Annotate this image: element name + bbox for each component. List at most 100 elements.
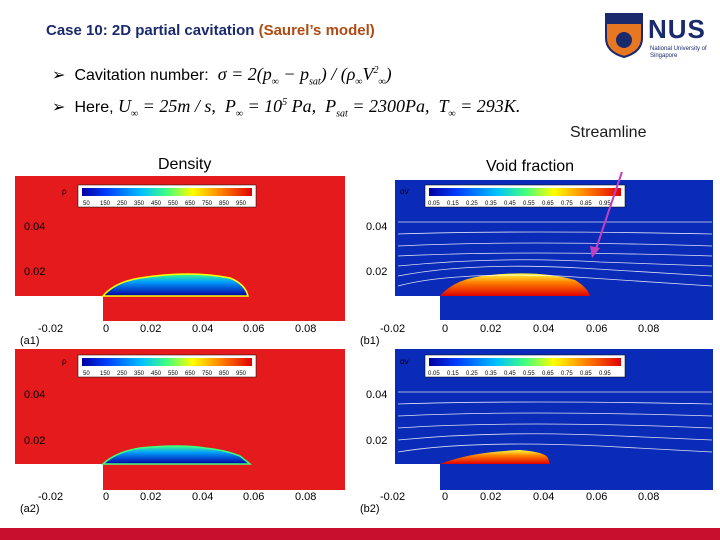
x-tick: 0.02 (480, 323, 501, 335)
y-tick: 0.02 (24, 435, 45, 447)
arrow-bullet-icon: ➢ (52, 99, 66, 116)
void-fraction-label: Void fraction (486, 158, 575, 175)
x-tick: 0.06 (243, 323, 264, 335)
cavitation-plots: ρ 50 150 250 350 450 550 650 750 850 950… (15, 172, 713, 515)
void-symbol: αv (400, 187, 409, 196)
cavity-region (440, 450, 550, 464)
nus-crest-icon (605, 13, 643, 58)
x-tick: 0.02 (480, 491, 501, 503)
legend-value: 50 (83, 201, 90, 207)
legend-value: 450 (151, 201, 162, 207)
legend-value: 0.75 (561, 371, 573, 377)
x-tick: 0.02 (140, 491, 161, 503)
legend-value: 0.75 (561, 201, 573, 207)
x-tick: 0.08 (295, 491, 316, 503)
x-tick: 0.08 (295, 323, 316, 335)
cavity-region (101, 273, 249, 297)
arrow-head-icon (590, 246, 600, 258)
legend-value: 750 (202, 371, 213, 377)
cavity-region (101, 445, 253, 465)
x-tick: 0.06 (586, 491, 607, 503)
legend-value: 0.95 (599, 201, 611, 207)
y-tick: 0.04 (24, 389, 45, 401)
streamline-arrow (590, 172, 623, 258)
streamline-label: Streamline (570, 124, 647, 141)
legend-value: 550 (168, 201, 179, 207)
legend-value: 250 (117, 201, 128, 207)
legend-value: 0.45 (504, 371, 516, 377)
step-wall (395, 464, 440, 490)
x-tick: 0.04 (192, 323, 213, 335)
streamlines (397, 391, 713, 453)
arrow-line (594, 172, 623, 253)
panel-label: (b2) (360, 503, 380, 515)
legend-value: 0.25 (466, 371, 478, 377)
x-tick: 0.06 (586, 323, 607, 335)
x-tick: 0 (442, 323, 448, 335)
density-colorbar (82, 188, 252, 196)
legend-value: 0.55 (523, 371, 535, 377)
title-prefix: Case 10: 2D partial cavitation (46, 22, 259, 39)
y-tick: 0.04 (24, 221, 45, 233)
a1-axis-labels: 0.04 0.02 -0.02 0 0.02 0.04 0.06 0.08 (a… (20, 221, 316, 347)
panel-a2: ρ 50 150 250 350 450 550 650 750 850 950… (15, 349, 345, 515)
panel-b1: αv 0.05 0.15 0.25 0.35 0.45 0.55 0.65 0.… (360, 180, 713, 347)
density-symbol: ρ (62, 187, 67, 196)
panel-b2: αv 0.05 0.15 0.25 0.35 0.45 0.55 0.65 0.… (360, 349, 713, 515)
x-tick: 0 (442, 491, 448, 503)
legend-value: 850 (219, 371, 230, 377)
x-tick: 0.06 (243, 491, 264, 503)
legend-value: 650 (185, 201, 196, 207)
void-colorbar (429, 188, 621, 196)
legend-value: 0.35 (485, 201, 497, 207)
b1-axis-labels: 0.04 0.02 -0.02 0 0.02 0.04 0.06 0.08 (b… (360, 221, 659, 347)
legend-value: 0.25 (466, 201, 478, 207)
bottom-bar (0, 528, 720, 540)
legend-value: 350 (134, 371, 145, 377)
x-tick: 0.04 (533, 491, 554, 503)
legend-value: 450 (151, 371, 162, 377)
panel-label: (a2) (20, 503, 40, 515)
y-tick: 0.02 (366, 435, 387, 447)
logo-name: NUS (648, 14, 706, 44)
legend-value: 650 (185, 371, 196, 377)
a2-axis-labels: 0.04 0.02 -0.02 0 0.02 0.04 0.06 0.08 (a… (20, 389, 316, 515)
arrow-bullet-icon: ➢ (52, 67, 66, 84)
density-colorbar (82, 358, 252, 366)
bullet-cavitation-number: ➢ Cavitation number: σ = 2(p∞ − psat) / … (52, 64, 392, 88)
void-symbol: αv (400, 357, 409, 366)
legend-value: 0.05 (428, 201, 440, 207)
step-wall (15, 296, 103, 321)
legend-value: 350 (134, 201, 145, 207)
y-tick: 0.04 (366, 221, 387, 233)
legend-value: 0.05 (428, 371, 440, 377)
density-legend-labels: 50 150 250 350 450 550 650 750 850 950 (83, 201, 247, 207)
x-tick: -0.02 (380, 323, 405, 335)
x-tick: 0 (103, 491, 109, 503)
bullet-1-label: Cavitation number: (74, 67, 209, 84)
logo-subtitle: National University of Singapore (650, 46, 707, 59)
y-tick: 0.04 (366, 389, 387, 401)
legend-value: 0.45 (504, 201, 516, 207)
legend-value: 0.15 (447, 371, 459, 377)
x-tick: -0.02 (38, 491, 63, 503)
cavity-region (440, 273, 590, 296)
legend-value: 0.65 (542, 201, 554, 207)
density-legend-labels: 50 150 250 350 450 550 650 750 850 950 (83, 371, 247, 377)
slide-title: Case 10: 2D partial cavitation (Saurel’s… (46, 22, 375, 39)
streamlines (397, 221, 713, 287)
legend-value: 0.65 (542, 371, 554, 377)
legend-value: 0.95 (599, 371, 611, 377)
legend-value: 950 (236, 371, 247, 377)
legend-value: 0.15 (447, 201, 459, 207)
panel-label: (b1) (360, 335, 380, 347)
step-wall (395, 296, 440, 320)
density-symbol: ρ (62, 357, 67, 366)
legend-value: 150 (100, 201, 111, 207)
void-legend-labels: 0.05 0.15 0.25 0.35 0.45 0.55 0.65 0.75 … (428, 371, 611, 377)
legend-value: 0.55 (523, 201, 535, 207)
title-model: (Saurel’s model) (258, 22, 375, 39)
legend-value: 50 (83, 371, 90, 377)
density-label: Density (158, 156, 212, 173)
legend-value: 150 (100, 371, 111, 377)
